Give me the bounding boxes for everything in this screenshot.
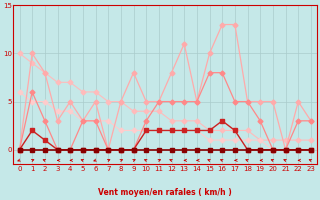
X-axis label: Vent moyen/en rafales ( km/h ): Vent moyen/en rafales ( km/h ): [98, 188, 232, 197]
